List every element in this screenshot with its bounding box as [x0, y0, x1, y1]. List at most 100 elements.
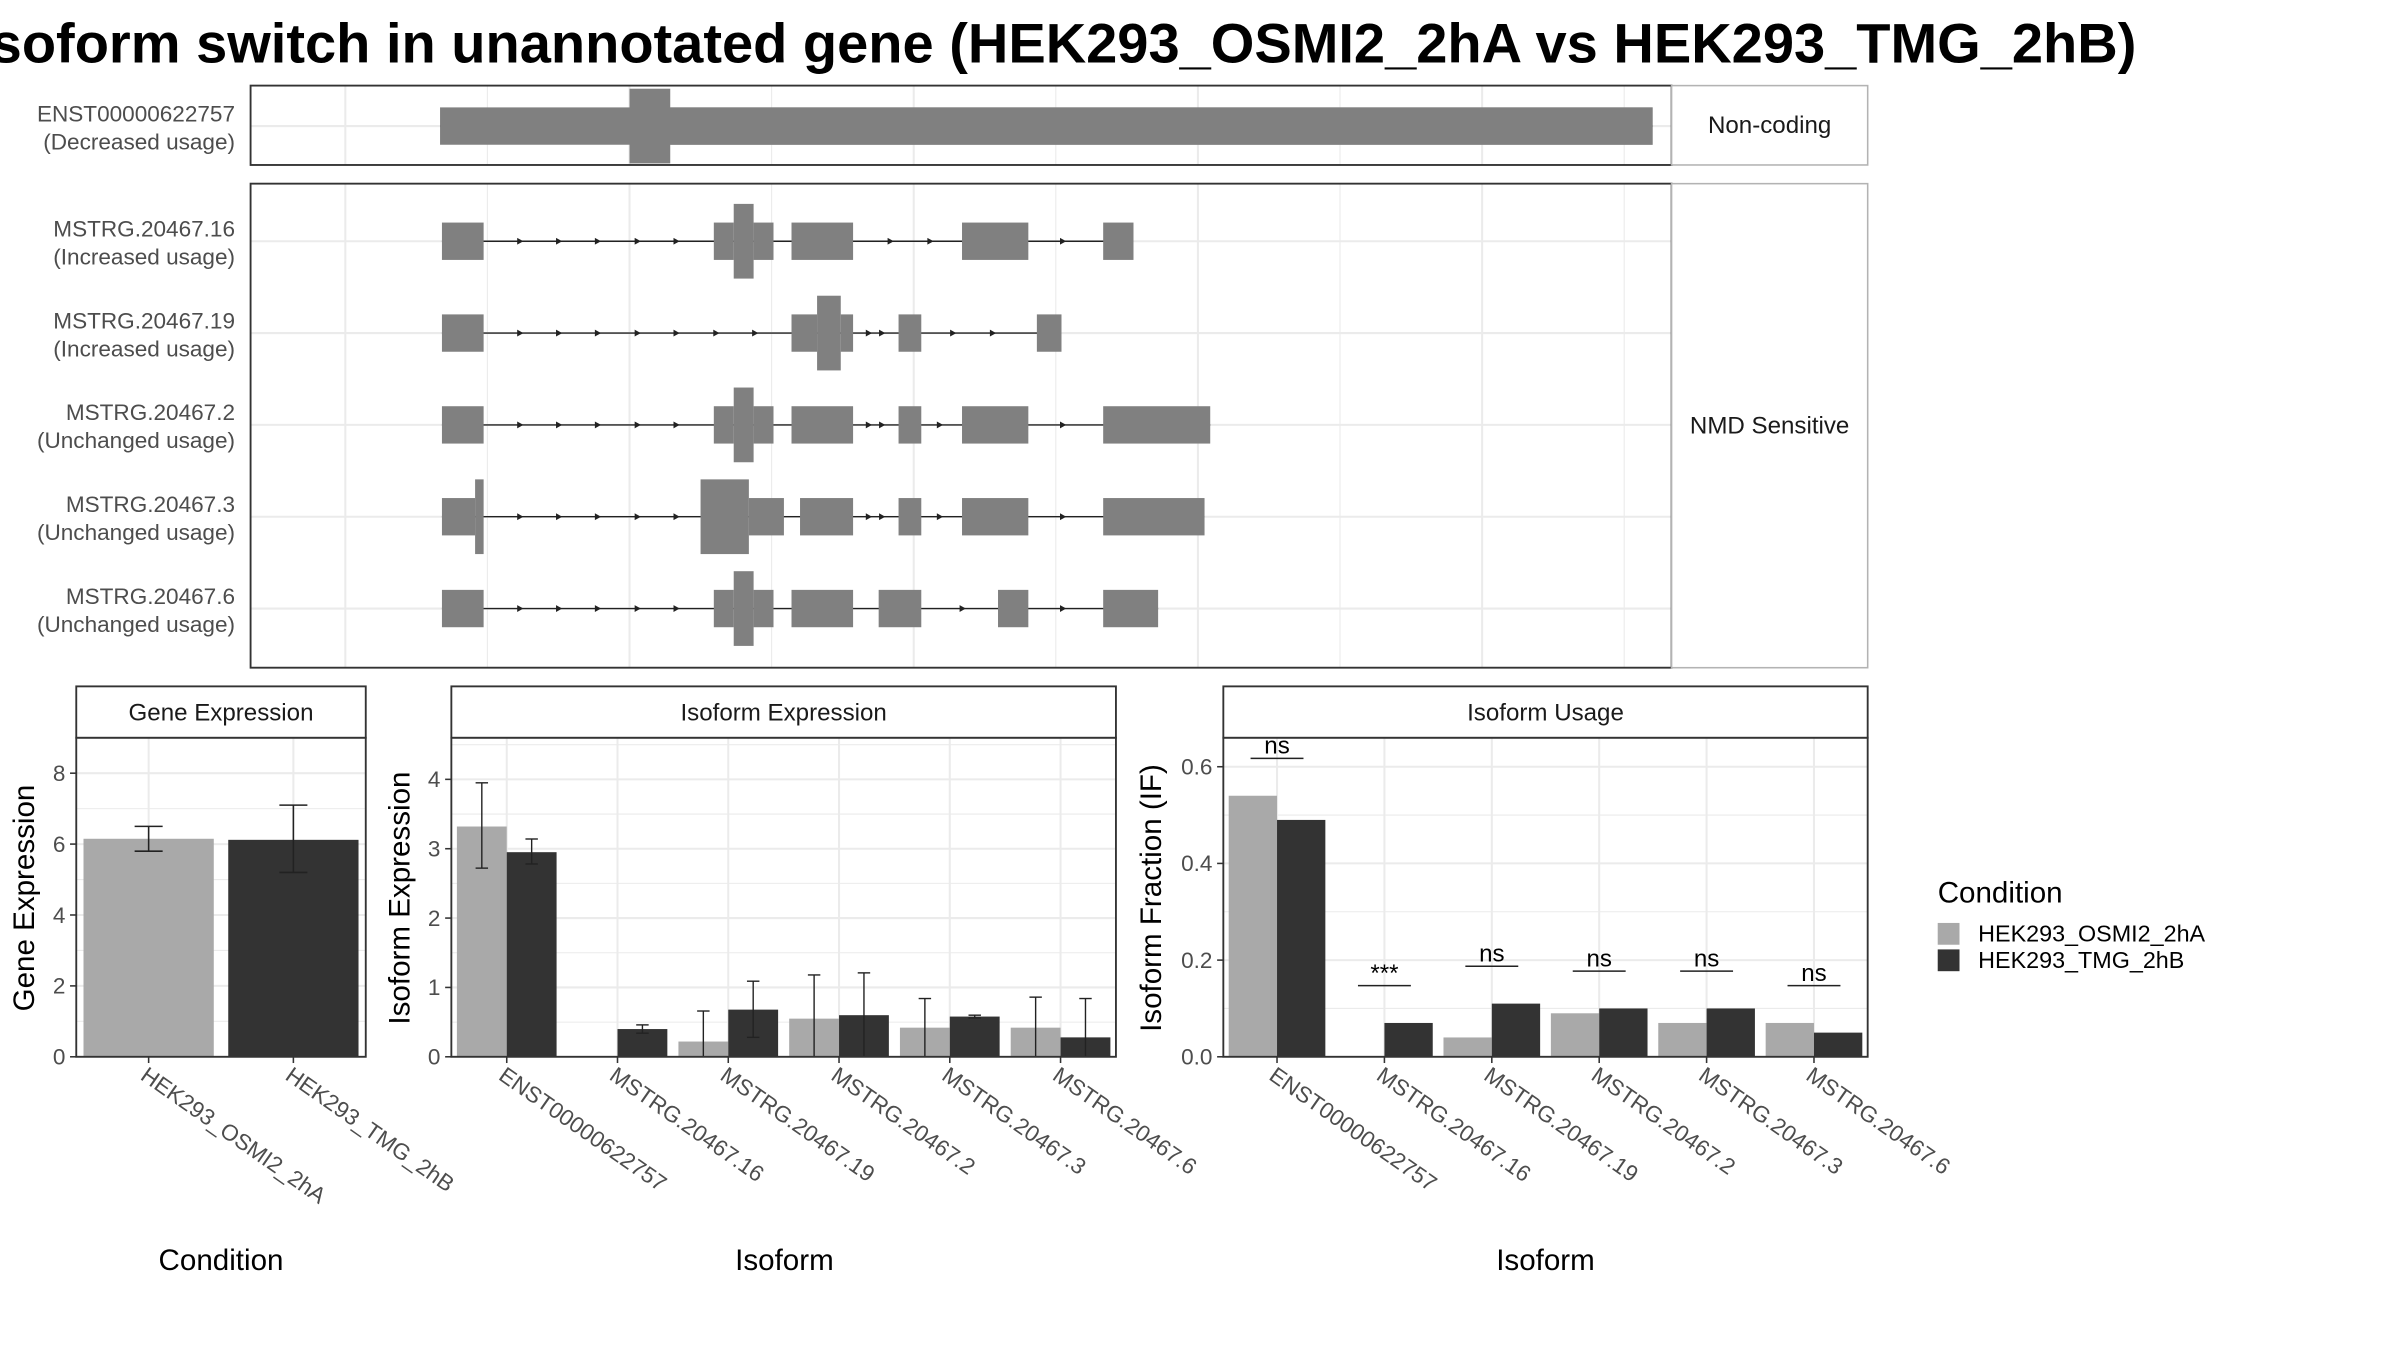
structure-panel-1: MSTRG.20467.16(Increased usage)MSTRG.204…: [37, 182, 1869, 669]
strand-arrow: [959, 605, 966, 612]
bar-MSTRG.20467.3-1: [949, 1016, 1000, 1057]
strand-arrow: [1060, 237, 1067, 245]
transcript-usage-label: (Unchanged usage): [37, 428, 235, 453]
transcript-MSTRG.20467.2: MSTRG.20467.2 (Unchanged usage): [37, 387, 1211, 463]
plot-background: [451, 737, 1116, 1057]
transcript-usage-label: (Unchanged usage): [37, 520, 235, 545]
exon: [800, 498, 854, 536]
strand-arrow: [634, 513, 641, 521]
facet-label: Non-coding: [1708, 112, 1831, 139]
strand-arrow: [556, 421, 563, 429]
exon: [753, 222, 774, 260]
significance-label: ns: [1479, 941, 1504, 968]
strand-arrow: [1060, 605, 1067, 612]
significance-label: ns: [1586, 945, 1611, 972]
exon: [753, 589, 774, 628]
strand-arrow: [594, 605, 602, 612]
bar-MSTRG.20467.6-1: [1813, 1032, 1863, 1057]
panel-title-strip: [75, 685, 367, 739]
strand-arrow: [634, 329, 641, 337]
strand-arrow: [713, 329, 720, 337]
strand-arrow: [556, 513, 563, 521]
transcript-usage-label: (Increased usage): [53, 245, 235, 270]
error-bar: [968, 1014, 981, 1019]
exon: [898, 406, 922, 444]
legend-label: HEK293_OSMI2_2hA: [1978, 921, 2205, 947]
transcript-label: ENST00000622757: [37, 101, 235, 126]
exon: [898, 314, 922, 352]
transcript-label: MSTRG.20467.16: [53, 217, 235, 242]
legend-swatch: [1937, 949, 1960, 972]
panel-title-strip: [450, 685, 1117, 739]
bar-panel-0: Gene Expression02468HEK293_OSMI2_2hAHEK2…: [8, 685, 459, 1277]
strand-arrow: [887, 237, 894, 245]
strand-arrow: [556, 329, 563, 337]
error-bar: [134, 825, 163, 852]
y-axis-title: Gene Expression: [8, 785, 41, 1012]
exon: [733, 203, 754, 279]
y-tick-label: 8: [53, 761, 66, 786]
transcript-MSTRG.20467.16: MSTRG.20467.16 (Increased usage): [53, 203, 1134, 279]
panel-title: Isoform Usage: [1467, 700, 1624, 727]
strand-arrow: [634, 237, 641, 245]
strand-arrow: [517, 237, 524, 245]
y-tick-label: 2: [428, 906, 441, 931]
strand-arrow: [879, 421, 886, 429]
strand-arrow: [517, 605, 524, 612]
exon: [441, 498, 476, 536]
exon: [700, 479, 749, 555]
panel-title-strip: [1222, 685, 1869, 739]
significance-label: ns: [1801, 960, 1826, 987]
strand-arrow: [517, 421, 524, 429]
y-tick-label: 4: [53, 903, 66, 928]
exon: [475, 479, 484, 555]
strand-arrow: [673, 605, 680, 612]
strand-arrow: [556, 237, 563, 245]
exon: [791, 222, 854, 260]
y-tick-label: 0.4: [1181, 851, 1212, 876]
strand-arrow: [865, 421, 873, 429]
exon: [713, 222, 734, 260]
error-bar: [475, 782, 489, 869]
bar-HEK293_TMG_2hB: [228, 839, 359, 1057]
error-bar: [525, 838, 538, 865]
exon: [898, 498, 922, 536]
y-tick-label: 4: [428, 767, 441, 792]
strand-arrow: [879, 329, 886, 337]
panel-title: Gene Expression: [129, 700, 314, 727]
x-axis-title: Condition: [159, 1244, 284, 1277]
y-tick-label: 2: [53, 974, 66, 999]
y-tick-label: 0.6: [1181, 755, 1212, 780]
exon: [441, 222, 484, 260]
strand-arrow: [950, 329, 957, 337]
bar-MSTRG.20467.3-0: [1658, 1022, 1707, 1057]
y-tick-label: 0: [53, 1045, 66, 1070]
error-bar: [636, 1024, 649, 1034]
significance-label: ns: [1694, 945, 1719, 972]
y-tick-label: 6: [53, 832, 66, 857]
plot-background: [1223, 737, 1868, 1057]
exon: [962, 498, 1029, 536]
strand-arrow: [673, 513, 680, 521]
exon: [733, 387, 754, 463]
y-tick-label: 3: [428, 836, 441, 861]
y-tick-label: 1: [428, 975, 441, 1000]
bar-MSTRG.20467.19-0: [1443, 1037, 1492, 1057]
exon: [753, 406, 774, 444]
strand-arrow: [594, 421, 602, 429]
error-bar: [746, 980, 760, 1039]
transcript-label: MSTRG.20467.6: [66, 584, 235, 609]
transcript-usage-label: (Decreased usage): [43, 129, 235, 154]
bar-MSTRG.20467.2-0: [1550, 1013, 1600, 1057]
gene-structure-plot: ENST00000622757 (Decreased usage) Non-codi…: [37, 84, 1869, 669]
bar-panel-1: Isoform Expression01234ENST00000622757MS…: [383, 685, 1201, 1277]
strand-arrow: [673, 237, 680, 245]
bar-ENST00000622757-1: [506, 852, 557, 1057]
strand-arrow: [634, 421, 641, 429]
strand-arrow: [879, 513, 886, 521]
exon: [791, 406, 854, 444]
exon: [733, 571, 754, 646]
